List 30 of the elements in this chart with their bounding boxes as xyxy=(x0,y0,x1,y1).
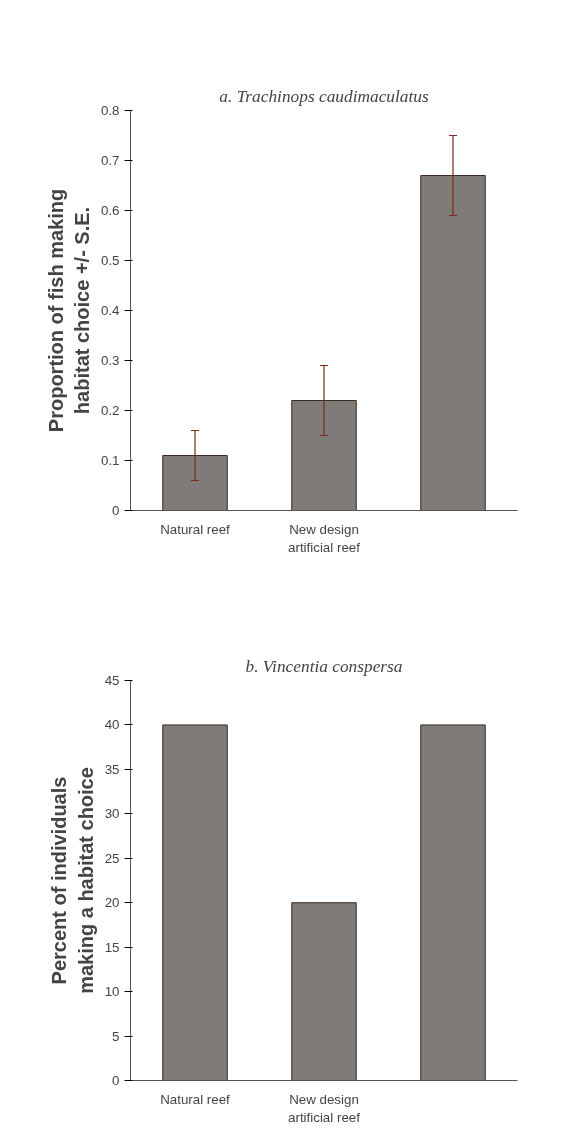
bar xyxy=(162,455,228,511)
y-tick-label: 25 xyxy=(104,850,120,866)
y-axis-title: Proportion of fish making habitat choice +/- S.E. xyxy=(44,188,93,433)
y-tick-label: 0 xyxy=(112,503,120,518)
y-tick-label: 20 xyxy=(104,895,120,911)
y-axis-title: Percent of individuals making a habitat choice xyxy=(48,767,97,994)
x-tick-label: Natural reef xyxy=(160,1091,231,1107)
y-tick-label: 35 xyxy=(104,761,120,777)
x-tick-label: New design artificial reef xyxy=(288,1091,361,1125)
y-tick-label: 0.1 xyxy=(100,453,120,468)
y-tick-label: 0.6 xyxy=(100,203,120,218)
chart-title: a. Trachinops caudimaculatus xyxy=(219,86,429,106)
y-tick-label: 0.5 xyxy=(100,253,120,268)
y-tick-label: 15 xyxy=(104,939,120,955)
y-tick-label: 0.8 xyxy=(100,103,120,118)
x-tick-label: New design artificial reef xyxy=(288,521,361,555)
chart-title: b. Vincentia conspersa xyxy=(245,656,403,676)
y-tick-label: 45 xyxy=(104,673,120,688)
x-tick-label: Natural reef xyxy=(160,521,231,537)
y-tick-label: 40 xyxy=(104,717,120,733)
y-tick-label: 0 xyxy=(112,1073,120,1088)
y-tick-label: 0.4 xyxy=(100,303,121,318)
y-tick-label: 0.2 xyxy=(100,403,120,418)
y-tick-label: 30 xyxy=(104,806,120,822)
y-tick-label: 5 xyxy=(112,1028,120,1044)
y-tick-label: 0.7 xyxy=(100,153,120,168)
y-tick-label: 0.3 xyxy=(100,353,120,368)
bar xyxy=(420,175,486,511)
bar xyxy=(291,400,357,511)
y-tick-label: 10 xyxy=(104,984,120,1000)
